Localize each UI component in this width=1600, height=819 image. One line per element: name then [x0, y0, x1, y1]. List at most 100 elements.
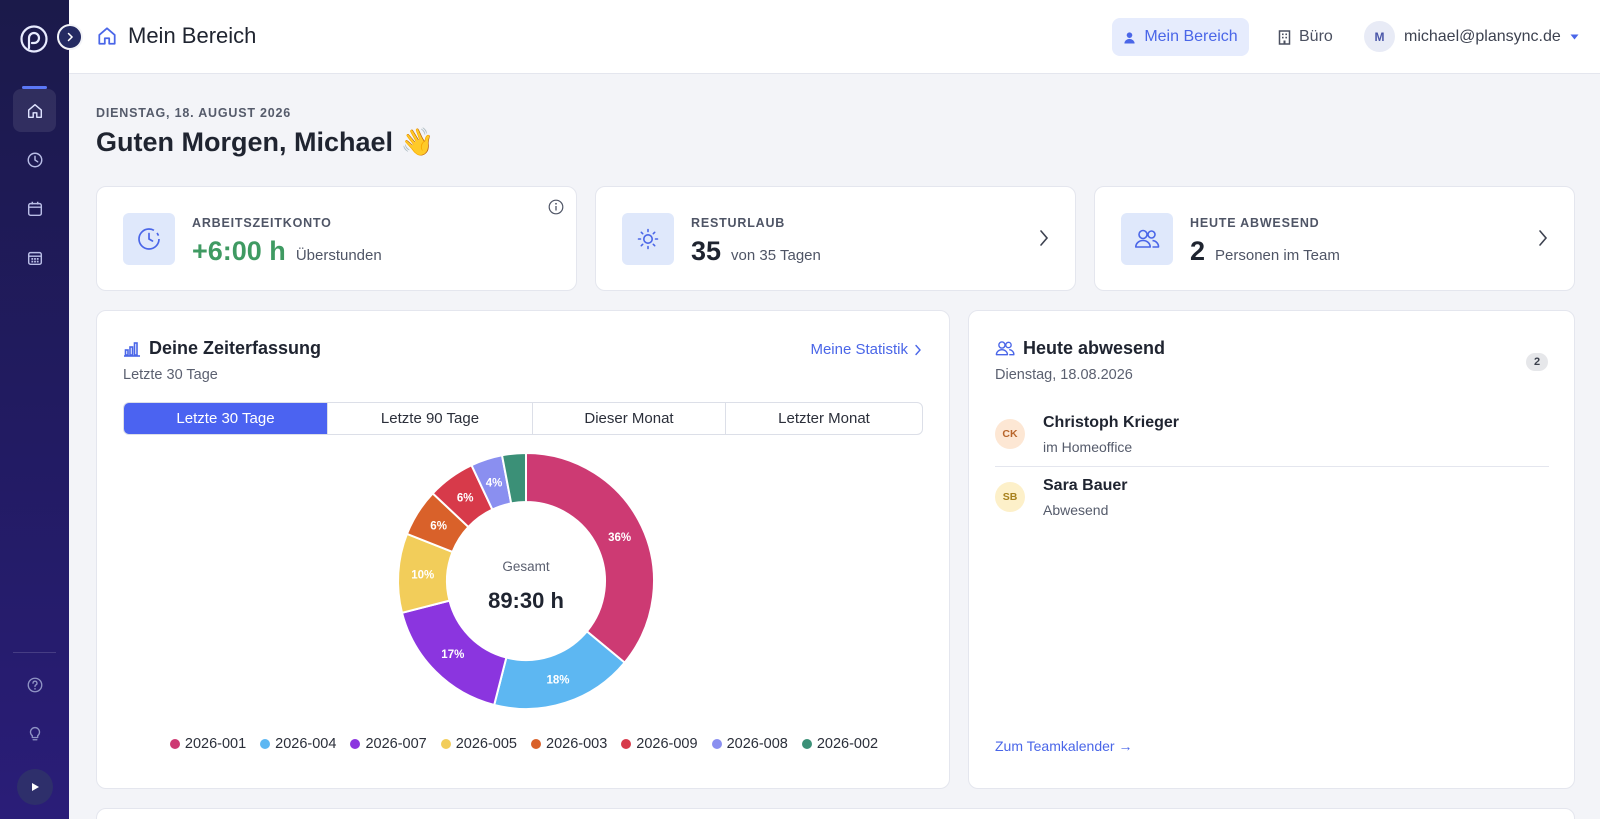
page-title-text: Mein Bereich [128, 23, 257, 48]
chevron-right-icon [67, 32, 74, 42]
card-title: Heute abwesend [995, 338, 1165, 359]
tab-buero[interactable]: Büro [1278, 18, 1333, 56]
card-title-text: Deine Zeiterfassung [149, 338, 322, 358]
tab-buero-label: Büro [1299, 28, 1333, 45]
info-icon [548, 199, 564, 215]
lightbulb-icon [29, 726, 40, 740]
card-heute-abwesend[interactable]: HEUTE ABWESEND 2 Personen im Team [1094, 186, 1575, 291]
play-button[interactable] [17, 769, 53, 805]
donut-slice-label: 18% [546, 674, 569, 686]
tab-letzter-monat[interactable]: Letzter Monat [778, 410, 870, 427]
current-date: DIENSTAG, 18. AUGUST 2026 [96, 106, 292, 120]
stat-icon-box [123, 213, 175, 265]
legend-dot [350, 739, 361, 749]
count-badge: 2 [1526, 353, 1548, 371]
vacation-sub: von 35 Tagen [731, 247, 821, 264]
donut-slice-2026-001[interactable] [525, 451, 655, 664]
nav-calendar[interactable] [13, 187, 56, 230]
nav-schedule[interactable] [13, 236, 56, 279]
play-icon [32, 783, 39, 791]
legend-item-2026-001[interactable]: 2026-001 [169, 736, 246, 752]
calendar-grid-icon [27, 251, 42, 265]
stat-value-row: 2 Personen im Team [1190, 236, 1340, 267]
card-zeiterfassung: Deine Zeiterfassung Letzte 30 Tage Meine… [96, 310, 950, 789]
card-subtitle: Dienstag, 18.08.2026 [995, 367, 1133, 383]
nav-help[interactable] [13, 663, 56, 706]
team-calendar-link[interactable]: Zum Teamkalender → [995, 738, 1133, 754]
list-item[interactable]: SB Sara Bauer Abwesend [995, 477, 1549, 541]
tab-mein-bereich[interactable]: Mein Bereich [1112, 18, 1249, 56]
donut-chart: 36% 18% 17% 10% 6% 6% 4% Gesamt 89:30 h [397, 451, 655, 710]
stat-value-row: 35 von 35 Tagen [691, 236, 821, 267]
sidebar-collapse-button[interactable] [57, 24, 83, 50]
user-email: michael@plansync.de [1404, 27, 1561, 45]
topbar: Mein Bereich Mein Bereich Büro M michael… [69, 0, 1600, 74]
statistik-link[interactable]: Meine Statistik [810, 341, 922, 358]
list-item[interactable]: CK Christoph Krieger im Homeoffice [995, 414, 1549, 478]
donut-slice-2026-002[interactable] [500, 451, 527, 505]
tab-dieser-monat[interactable]: Dieser Monat [533, 403, 726, 434]
caret-down-icon [1570, 34, 1579, 39]
vacation-value: 35 [691, 236, 722, 266]
person-name: Sara Bauer [1043, 477, 1128, 494]
legend-label: 2026-009 [636, 736, 698, 752]
building-icon [1278, 29, 1291, 45]
user-icon [1124, 31, 1135, 44]
help-icon [27, 677, 42, 692]
legend-item-2026-003[interactable]: 2026-003 [531, 736, 607, 752]
donut-slice-label: 17% [441, 649, 464, 661]
absent-sub: Personen im Team [1215, 247, 1340, 264]
legend-item-2026-005[interactable]: 2026-005 [440, 736, 517, 752]
legend-item-2026-007[interactable]: 2026-007 [350, 736, 427, 752]
bar-chart-icon [124, 341, 140, 357]
legend-item-2026-009[interactable]: 2026-009 [621, 736, 698, 752]
donut-slice-label: 36% [608, 532, 631, 544]
clock-icon [138, 228, 160, 250]
app-logo-icon[interactable] [18, 23, 50, 55]
donut-slice-label: 6% [457, 492, 474, 504]
legend-item-2026-008[interactable]: 2026-008 [711, 736, 788, 752]
info-button[interactable] [548, 199, 564, 220]
nav-ideas[interactable] [13, 711, 56, 754]
page-title: Mein Bereich [96, 23, 256, 49]
donut-slice-label: 6% [430, 521, 447, 533]
card-resturlaub[interactable]: RESTURLAUB 35 von 35 Tagen [595, 186, 1076, 291]
clock-icon [27, 152, 42, 167]
stat-label: ARBEITSZEITKONTO [192, 216, 332, 230]
legend-dot [169, 739, 180, 749]
person-status: im Homeoffice [1043, 439, 1133, 455]
users-icon [995, 341, 1015, 356]
chevron-right-icon [915, 344, 921, 355]
legend-label: 2026-003 [546, 736, 608, 752]
list-divider [995, 466, 1549, 467]
legend-label: 2026-005 [455, 736, 517, 752]
chevron-right-icon [1539, 230, 1548, 246]
stat-icon-box [622, 213, 674, 265]
tab-letzte-90-tage[interactable]: Letzte 90 Tage [328, 403, 533, 434]
overtime-value: +6:00 h [192, 236, 286, 266]
period-tabs: Letzte 30 Tage Letzte 90 Tage Dieser Mon… [123, 402, 923, 435]
nav-home[interactable] [13, 89, 56, 132]
chevron-right-icon [1040, 230, 1049, 246]
nav-time[interactable] [13, 138, 56, 181]
donut-slice-label: 4% [486, 478, 503, 490]
legend-label: 2026-002 [816, 736, 879, 752]
sidebar [0, 0, 69, 819]
legend-dot [621, 739, 632, 749]
sun-icon [637, 228, 659, 250]
donut-center-label: Gesamt [502, 559, 550, 574]
person-name: Christoph Krieger [1043, 414, 1180, 431]
donut-slice-label: 10% [411, 570, 434, 582]
tab-letzte-30-tage[interactable]: Letzte 30 Tage [124, 403, 328, 434]
card-arbeitszeitkonto: ARBEITSZEITKONTO +6:00 h Überstunden [96, 186, 577, 291]
legend-dot [711, 739, 722, 749]
user-menu[interactable]: M michael@plansync.de [1364, 21, 1579, 52]
legend-item-2026-002[interactable]: 2026-002 [801, 736, 879, 752]
chart-legend: 2026-001 2026-004 2026-007 2026-005 2026-003… [97, 736, 951, 752]
stat-value-row: +6:00 h Überstunden [192, 236, 382, 267]
statistik-link-label: Meine Statistik [810, 341, 908, 358]
sidebar-divider [13, 652, 56, 653]
stat-icon-box [1121, 213, 1173, 265]
legend-dot [440, 739, 451, 749]
legend-item-2026-004[interactable]: 2026-004 [260, 736, 336, 752]
